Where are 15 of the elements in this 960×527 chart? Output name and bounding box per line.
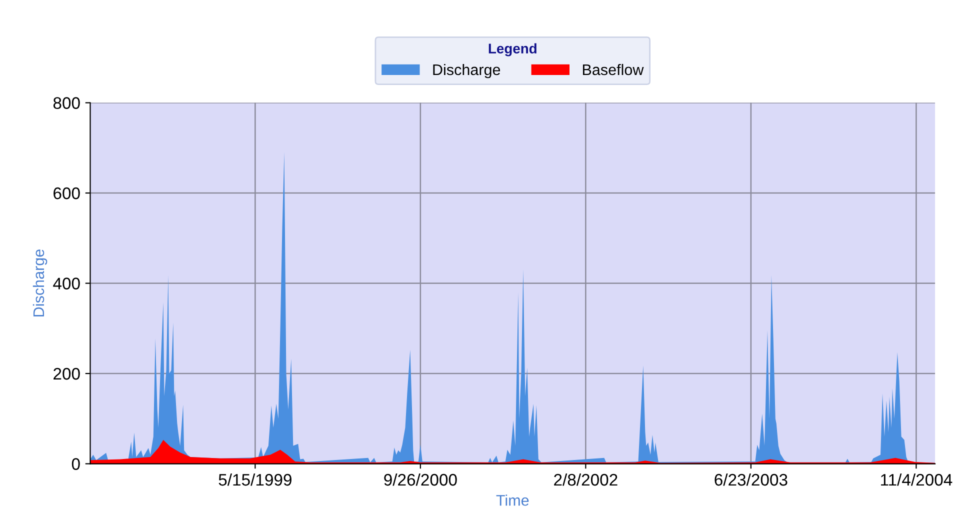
- y-axis-title: Discharge: [32, 250, 48, 316]
- legend-label: Discharge: [433, 64, 500, 78]
- y-tick-label: 400: [53, 278, 80, 290]
- x-tick-label: 2/8/2002: [554, 473, 618, 486]
- x-axis-title: Time: [496, 494, 529, 506]
- y-tick-label: 200: [54, 368, 80, 380]
- x-tick-label: 6/23/2003: [714, 473, 788, 486]
- y-tick-label: 0: [72, 458, 80, 470]
- x-tick-label: 5/15/1999: [218, 473, 292, 486]
- legend-label: Baseflow: [582, 64, 644, 76]
- x-tick-label: 9/26/2000: [384, 473, 457, 486]
- y-tick-label: 600: [54, 187, 80, 200]
- y-tick-label: 800: [53, 97, 80, 109]
- x-tick-label: 11/4/2004: [881, 473, 952, 486]
- legend-title: Legend: [488, 43, 536, 56]
